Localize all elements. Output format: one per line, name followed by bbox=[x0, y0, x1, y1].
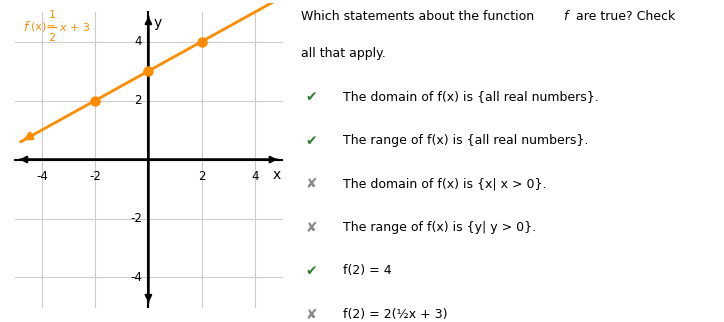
Text: 4: 4 bbox=[134, 35, 142, 48]
Text: $f$: $f$ bbox=[23, 20, 31, 34]
Text: are true? Check: are true? Check bbox=[572, 10, 675, 23]
Text: 2: 2 bbox=[198, 170, 206, 183]
Text: -2: -2 bbox=[89, 170, 101, 183]
Text: The range of f(x) is {y| y > 0}.: The range of f(x) is {y| y > 0}. bbox=[343, 221, 536, 233]
Text: ✘: ✘ bbox=[306, 177, 317, 191]
Text: -4: -4 bbox=[36, 170, 48, 183]
Text: ✘: ✘ bbox=[306, 221, 317, 234]
Text: f: f bbox=[563, 10, 568, 23]
Text: Which statements about the function: Which statements about the function bbox=[301, 10, 538, 23]
Text: (x)=: (x)= bbox=[30, 22, 56, 32]
Text: ✘: ✘ bbox=[306, 308, 317, 321]
Text: 1: 1 bbox=[49, 10, 56, 20]
Text: y: y bbox=[153, 16, 162, 31]
Text: f(2) = 2(½x + 3): f(2) = 2(½x + 3) bbox=[343, 308, 447, 320]
Text: -4: -4 bbox=[130, 271, 142, 284]
Text: The domain of f(x) is {x| x > 0}.: The domain of f(x) is {x| x > 0}. bbox=[343, 177, 547, 190]
Text: ✔: ✔ bbox=[306, 134, 317, 147]
Text: 4: 4 bbox=[251, 170, 258, 183]
Text: f(2) = 4: f(2) = 4 bbox=[343, 264, 392, 277]
Text: $x$ + 3: $x$ + 3 bbox=[59, 21, 90, 33]
Text: ✔: ✔ bbox=[306, 264, 317, 278]
Text: all that apply.: all that apply. bbox=[301, 47, 386, 60]
Text: 2: 2 bbox=[134, 94, 142, 107]
Text: -2: -2 bbox=[130, 212, 142, 225]
Text: 2: 2 bbox=[49, 33, 56, 43]
Text: x: x bbox=[272, 168, 280, 182]
Text: The domain of f(x) is {all real numbers}.: The domain of f(x) is {all real numbers}… bbox=[343, 90, 599, 103]
Text: The range of f(x) is {all real numbers}.: The range of f(x) is {all real numbers}. bbox=[343, 134, 589, 147]
Text: ✔: ✔ bbox=[306, 90, 317, 104]
